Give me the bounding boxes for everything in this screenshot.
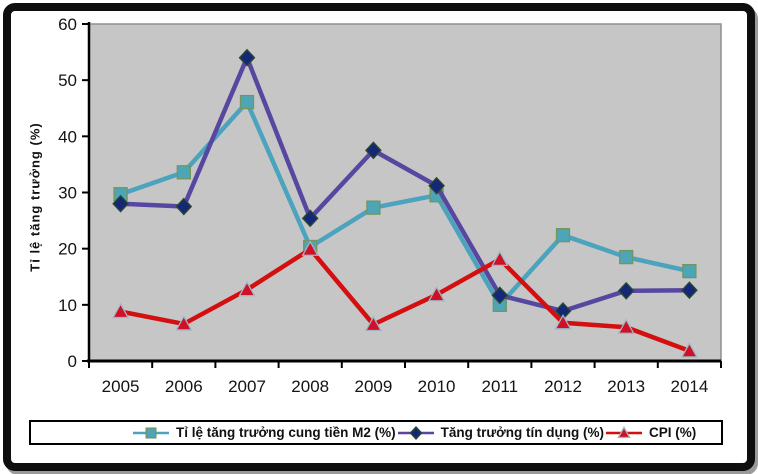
legend-label-m2: Tỉ lệ tăng trưởng cung tiền M2 (%) <box>176 425 396 440</box>
svg-text:2007: 2007 <box>228 377 266 396</box>
cpi-triangle-marker-icon <box>605 425 642 438</box>
svg-text:0: 0 <box>68 352 77 371</box>
legend-item-m2: Tỉ lệ tăng trưởng cung tiền M2 (%) <box>131 425 396 440</box>
svg-text:50: 50 <box>58 71 77 90</box>
legend-label-credit: Tăng trưởng tín dụng (%) <box>440 425 604 440</box>
legend-item-cpi: CPI (%) <box>604 425 696 440</box>
svg-text:2010: 2010 <box>418 377 456 396</box>
svg-text:2006: 2006 <box>165 377 203 396</box>
chart-area: Tỉ lệ tăng trưởng (%) 0 10 20 30 40 50 60 2005 2… <box>11 11 753 463</box>
svg-text:2014: 2014 <box>670 377 708 396</box>
chart-legend: Tỉ lệ tăng trưởng cung tiền M2 (%) Tăng … <box>29 420 723 445</box>
svg-text:2008: 2008 <box>291 377 329 396</box>
svg-text:40: 40 <box>58 127 77 146</box>
legend-label-cpi: CPI (%) <box>648 425 697 440</box>
credit-diamond-marker-icon <box>397 425 434 440</box>
svg-text:2009: 2009 <box>354 377 392 396</box>
svg-text:30: 30 <box>58 184 77 203</box>
svg-text:10: 10 <box>58 296 77 315</box>
m2-square-marker-icon <box>133 426 169 439</box>
legend-item-credit: Tăng trưởng tín dụng (%) <box>396 425 604 440</box>
svg-text:2013: 2013 <box>607 377 645 396</box>
chart-frame: Tỉ lệ tăng trưởng (%) 0 10 20 30 40 50 60 2005 2… <box>3 3 755 471</box>
line-chart-plot: 0 10 20 30 40 50 60 2005 2006 2007 2008 2009 2010 201… <box>58 15 722 396</box>
svg-text:20: 20 <box>58 240 77 259</box>
svg-text:2005: 2005 <box>102 377 140 396</box>
svg-text:2012: 2012 <box>544 377 582 396</box>
svg-text:60: 60 <box>58 15 77 34</box>
svg-text:2011: 2011 <box>482 377 519 396</box>
